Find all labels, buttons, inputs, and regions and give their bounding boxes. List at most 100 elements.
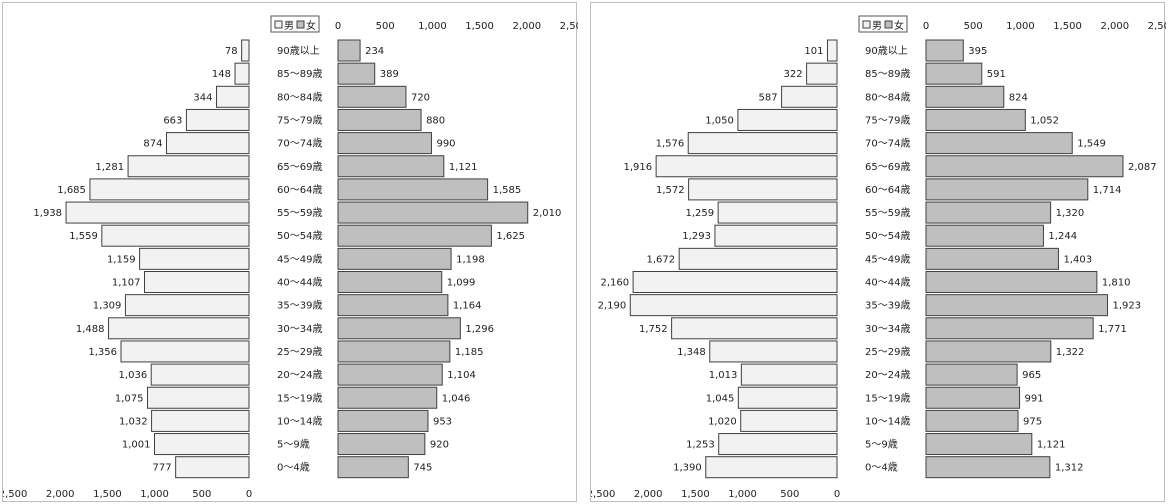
- male-value-label: 1,672: [647, 254, 676, 265]
- age-group-label: 55～59歳: [865, 207, 910, 219]
- male-bar: [678, 247, 838, 270]
- male-axis-tick: 2,000: [46, 489, 75, 500]
- female-value-label: 1,104: [447, 370, 476, 381]
- female-value-label: 2,087: [1128, 162, 1157, 173]
- male-value-label: 1,356: [88, 347, 117, 358]
- male-bar: [124, 294, 250, 317]
- male-bar: [718, 433, 838, 456]
- female-value-label: 1,121: [449, 162, 478, 173]
- female-value-label: 991: [1025, 393, 1044, 404]
- age-group-label: 85～89歳: [277, 68, 322, 80]
- male-bar: [150, 363, 250, 386]
- male-value-label: 874: [143, 139, 162, 150]
- male-value-label: 1,050: [705, 115, 734, 126]
- male-axis-tick: 1,000: [728, 489, 757, 500]
- age-group-label: 60～64歳: [865, 184, 910, 196]
- female-bar: [925, 108, 1026, 131]
- female-bar: [925, 132, 1073, 155]
- male-value-label: 1,001: [122, 440, 151, 451]
- female-value-label: 975: [1023, 416, 1042, 427]
- male-bar: [688, 178, 838, 201]
- male-value-label: 148: [212, 69, 231, 80]
- female-value-label: 1,121: [1037, 440, 1066, 451]
- age-group-label: 25～29歳: [865, 346, 910, 358]
- age-group-label: 10～14歳: [277, 415, 322, 427]
- female-bar: [925, 456, 1051, 479]
- female-bar: [337, 39, 361, 62]
- male-value-label: 2,190: [598, 301, 627, 312]
- male-value-label: 663: [163, 115, 182, 126]
- male-bar: [687, 132, 838, 155]
- female-bar: [925, 363, 1018, 386]
- male-value-label: 587: [758, 92, 777, 103]
- male-value-label: 1,075: [115, 393, 144, 404]
- female-bar: [337, 132, 432, 155]
- female-bar: [925, 201, 1052, 224]
- male-axis-tick: 2,500: [591, 489, 615, 500]
- age-group-label: 75～79歳: [277, 114, 322, 126]
- female-bar: [337, 155, 445, 178]
- female-bar: [337, 271, 443, 293]
- female-value-label: 824: [1009, 92, 1028, 103]
- male-value-label: 1,032: [119, 416, 148, 427]
- female-bar: [925, 317, 1094, 340]
- age-group-label: 0～4歳: [865, 462, 898, 474]
- pyramid-chart-right: 男女 0 500 1,000 1,500 2,000 2,500 2,500 2,000 1,50…: [591, 15, 1166, 500]
- female-bar: [337, 294, 449, 317]
- female-value-label: 1,320: [1056, 208, 1085, 219]
- age-group-label: 20～24歳: [865, 369, 910, 381]
- female-bar: [337, 317, 461, 340]
- female-value-label: 1,714: [1093, 185, 1122, 196]
- female-bar: [337, 433, 426, 456]
- female-value-label: 1,296: [465, 324, 494, 335]
- male-bar: [89, 178, 250, 201]
- female-bar: [337, 178, 489, 201]
- male-axis-tick: 0: [834, 489, 840, 500]
- female-bar: [337, 363, 443, 386]
- female-value-label: 953: [433, 416, 452, 427]
- male-value-label: 1,309: [93, 301, 122, 312]
- male-bar: [241, 39, 250, 62]
- male-value-label: 322: [784, 69, 803, 80]
- female-bar: [337, 108, 422, 131]
- male-value-label: 1,281: [95, 162, 124, 173]
- female-value-label: 965: [1022, 370, 1041, 381]
- age-group-label: 85～89歳: [865, 68, 910, 80]
- male-value-label: 1,390: [673, 463, 702, 474]
- female-value-label: 395: [968, 46, 987, 57]
- female-value-label: 1,312: [1055, 463, 1084, 474]
- male-bar: [717, 201, 838, 224]
- female-bar: [337, 201, 529, 224]
- male-bar: [714, 224, 838, 247]
- pyramid-chart-left: 男女 0 500 1,000 1,500 2,000 2,500 2,500 2,000 1,50…: [3, 15, 578, 500]
- female-value-label: 1,322: [1056, 347, 1085, 358]
- legend-box: [858, 15, 908, 33]
- age-group-label: 75～79歳: [865, 114, 910, 126]
- age-group-label: 0～4歳: [277, 462, 310, 474]
- female-bar: [337, 224, 492, 247]
- female-bar: [337, 456, 409, 479]
- age-group-label: 35～39歳: [277, 300, 322, 312]
- legend-female-swatch: [884, 20, 893, 29]
- age-group-label: 30～34歳: [865, 323, 910, 335]
- male-bar: [147, 386, 250, 409]
- female-axis-tick: 1,000: [418, 21, 447, 32]
- male-value-label: 1,752: [639, 324, 668, 335]
- female-value-label: 1,244: [1048, 231, 1077, 242]
- male-axis-tick: 1,500: [93, 489, 122, 500]
- male-bar: [737, 108, 838, 131]
- female-bar: [925, 39, 964, 62]
- male-value-label: 78: [225, 46, 238, 57]
- male-value-label: 344: [193, 92, 212, 103]
- female-value-label: 720: [411, 92, 430, 103]
- male-value-label: 2,160: [600, 278, 629, 289]
- female-axis-tick: 2,000: [1100, 21, 1129, 32]
- male-value-label: 1,013: [709, 370, 738, 381]
- male-value-label: 1,916: [623, 162, 652, 173]
- age-group-label: 20～24歳: [277, 369, 322, 381]
- female-value-label: 591: [987, 69, 1006, 80]
- female-bar: [925, 433, 1033, 456]
- male-value-label: 777: [153, 463, 172, 474]
- female-bar: [925, 85, 1005, 108]
- age-group-label: 70～74歳: [865, 138, 910, 150]
